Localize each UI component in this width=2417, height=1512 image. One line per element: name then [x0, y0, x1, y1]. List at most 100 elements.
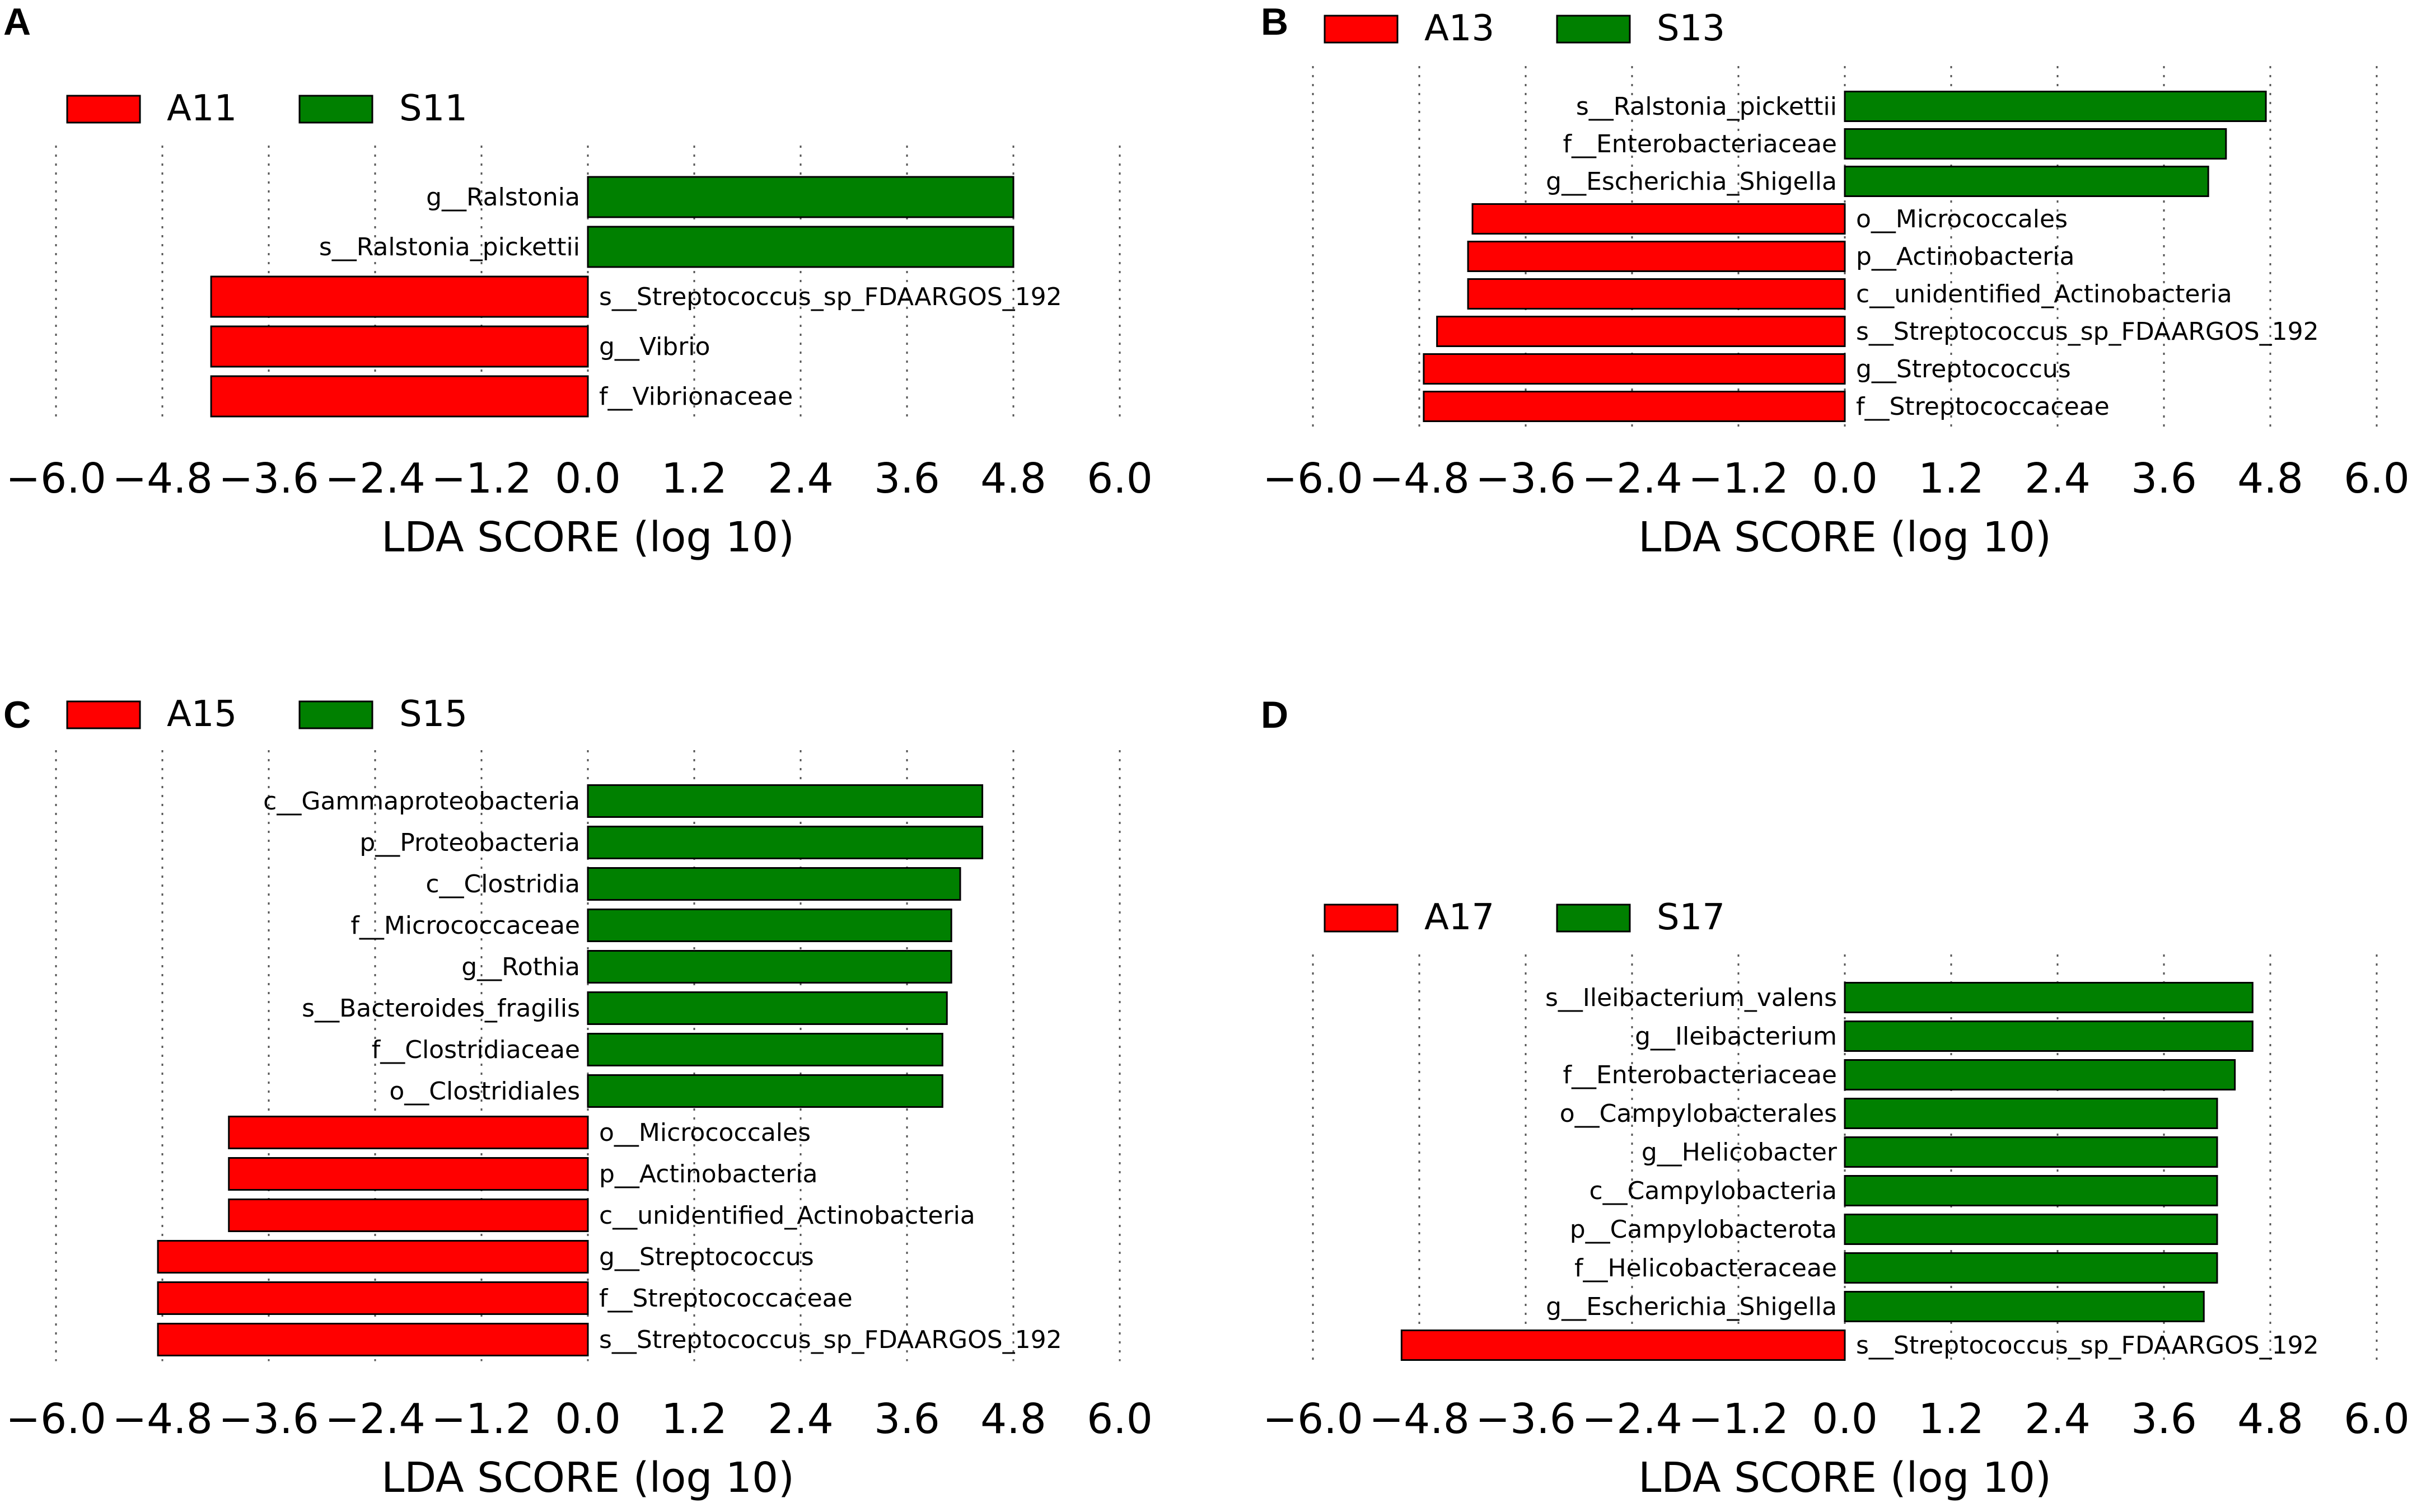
x-tick-label: −6.0: [6, 1395, 106, 1443]
legend-label-s17: S17: [1657, 897, 1725, 938]
bar: [1844, 1291, 2205, 1322]
x-tick-label: 6.0: [2344, 455, 2410, 503]
bar: [587, 826, 984, 859]
bar-label: f__Streptococcaceae: [1856, 392, 2110, 421]
legend: A11 S11: [66, 88, 467, 129]
x-tick-label: 4.8: [980, 455, 1046, 503]
bar: [587, 226, 1015, 268]
x-tick-label: 6.0: [2344, 1395, 2410, 1443]
x-tick-label: −6.0: [1263, 455, 1363, 503]
bar-label: f__Micrococcaceae: [350, 911, 580, 940]
bar: [157, 1281, 589, 1315]
x-tick-label: 0.0: [555, 1395, 621, 1443]
bar-label: g__Escherichia_Shigella: [1546, 167, 1837, 196]
bar: [1844, 166, 2209, 197]
x-tick-label: 1.2: [1918, 455, 1984, 503]
bar: [210, 325, 589, 368]
bar: [1844, 128, 2227, 160]
bar: [1436, 316, 1846, 347]
bar-label: g__Ileibacterium: [1635, 1022, 1837, 1051]
x-tick-label: −1.2: [1688, 1395, 1789, 1443]
panel-letter: D: [1261, 694, 1288, 736]
bar-label: p__Actinobacteria: [1856, 242, 2074, 271]
bar-label: f__Streptococcaceae: [599, 1284, 853, 1313]
x-tick-label: 2.4: [768, 455, 834, 503]
bar-label: o__Micrococcales: [599, 1118, 811, 1147]
bar-label: f__Clostridiaceae: [372, 1036, 580, 1064]
x-tick-label: 0.0: [1812, 455, 1878, 503]
legend-label-a17: A17: [1424, 897, 1494, 938]
bar-label: s__Bacteroides_fragilis: [302, 994, 580, 1023]
bar-label: s__Ileibacterium_valens: [1545, 984, 1837, 1012]
x-tick-label: 2.4: [2025, 1395, 2091, 1443]
bar: [228, 1199, 589, 1232]
bar: [587, 784, 984, 818]
bar: [1844, 982, 2254, 1013]
bar-label: s__Ralstonia_pickettii: [319, 233, 580, 261]
x-tick-label: −3.6: [218, 455, 319, 503]
bar: [1400, 1330, 1846, 1361]
legend-label-s11: S11: [399, 88, 467, 129]
x-tick-label: −6.0: [6, 455, 106, 503]
legend-swatch-s13: [1556, 15, 1631, 44]
x-axis-title: LDA SCORE (log 10): [381, 1454, 794, 1502]
bar-label: g__Helicobacter: [1642, 1138, 1838, 1167]
x-tick-label: −1.2: [431, 455, 532, 503]
x-tick-label: −6.0: [1263, 1395, 1363, 1443]
panel-d: D A17 S17 s__Ileibacterium_valens g__Ileibac…: [1261, 694, 2410, 1502]
bar-label: g__Rothia: [461, 953, 580, 981]
x-axis-title: LDA SCORE (log 10): [381, 513, 794, 561]
x-tick-label: 4.8: [2237, 455, 2303, 503]
x-tick-label: 1.2: [1918, 1395, 1984, 1443]
bar: [1844, 1214, 2218, 1245]
legend-swatch-a15: [66, 700, 141, 729]
bar-label: p__Proteobacteria: [359, 828, 580, 857]
bar-label: p__Campylobacterota: [1570, 1215, 1837, 1244]
bar-label: c__unidentified_Actinobacteria: [1856, 280, 2232, 308]
bar-label: s__Streptococcus_sp_FDAARGOS_192: [1856, 1331, 2319, 1360]
bar: [1423, 353, 1846, 385]
legend-label-a15: A15: [167, 694, 237, 735]
legend-swatch-s17: [1556, 904, 1631, 933]
x-tick-label: −3.6: [218, 1395, 319, 1443]
bar-label: p__Actinobacteria: [599, 1160, 817, 1188]
legend-swatch-a17: [1324, 904, 1399, 933]
x-tick-label: 1.2: [661, 1395, 727, 1443]
bar: [1467, 278, 1846, 310]
bar-label: s__Streptococcus_sp_FDAARGOS_192: [599, 1326, 1062, 1354]
bar: [210, 375, 589, 418]
bar: [1844, 1098, 2218, 1129]
x-tick-label: −3.6: [1475, 455, 1576, 503]
x-tick-label: −4.8: [1369, 1395, 1470, 1443]
x-tick-label: 2.4: [2025, 455, 2091, 503]
bar-label: s__Ralstonia_pickettii: [1576, 92, 1837, 121]
panel-letter: A: [3, 1, 31, 43]
x-tick-label: 0.0: [555, 455, 621, 503]
legend: A13 S13: [1324, 8, 1725, 49]
bar: [210, 275, 589, 318]
bar-label: g__Vibrio: [599, 333, 710, 361]
x-tick-label: −4.8: [112, 455, 213, 503]
x-tick-label: 4.8: [980, 1395, 1046, 1443]
x-tick-label: 0.0: [1812, 1395, 1878, 1443]
bar-label: o__Micrococcales: [1856, 205, 2068, 233]
x-tick-label: −1.2: [1688, 455, 1789, 503]
bar: [157, 1323, 589, 1356]
bar: [1844, 1021, 2254, 1052]
bar: [587, 909, 952, 942]
bar-label: f__Helicobacteraceae: [1574, 1254, 1837, 1282]
bar: [587, 176, 1015, 218]
x-tick-label: 4.8: [2237, 1395, 2303, 1443]
x-tick-label: 3.6: [874, 1395, 940, 1443]
panel-letter: B: [1261, 1, 1288, 43]
bar-label: s__Streptococcus_sp_FDAARGOS_192: [1856, 317, 2319, 346]
bar: [587, 950, 952, 984]
panel-a: A A11 S11 g__Ralstonia s__Ralstonia_picketti…: [3, 1, 1153, 561]
legend-swatch-a11: [66, 95, 141, 124]
bar-label: f__Enterobacteriaceae: [1563, 130, 1837, 158]
bar-label: g__Escherichia_Shigella: [1546, 1293, 1837, 1321]
x-tick-label: 1.2: [661, 455, 727, 503]
bar: [1844, 1059, 2236, 1090]
bar-label: s__Streptococcus_sp_FDAARGOS_192: [599, 283, 1062, 311]
x-axis-title: LDA SCORE (log 10): [1638, 513, 2051, 561]
